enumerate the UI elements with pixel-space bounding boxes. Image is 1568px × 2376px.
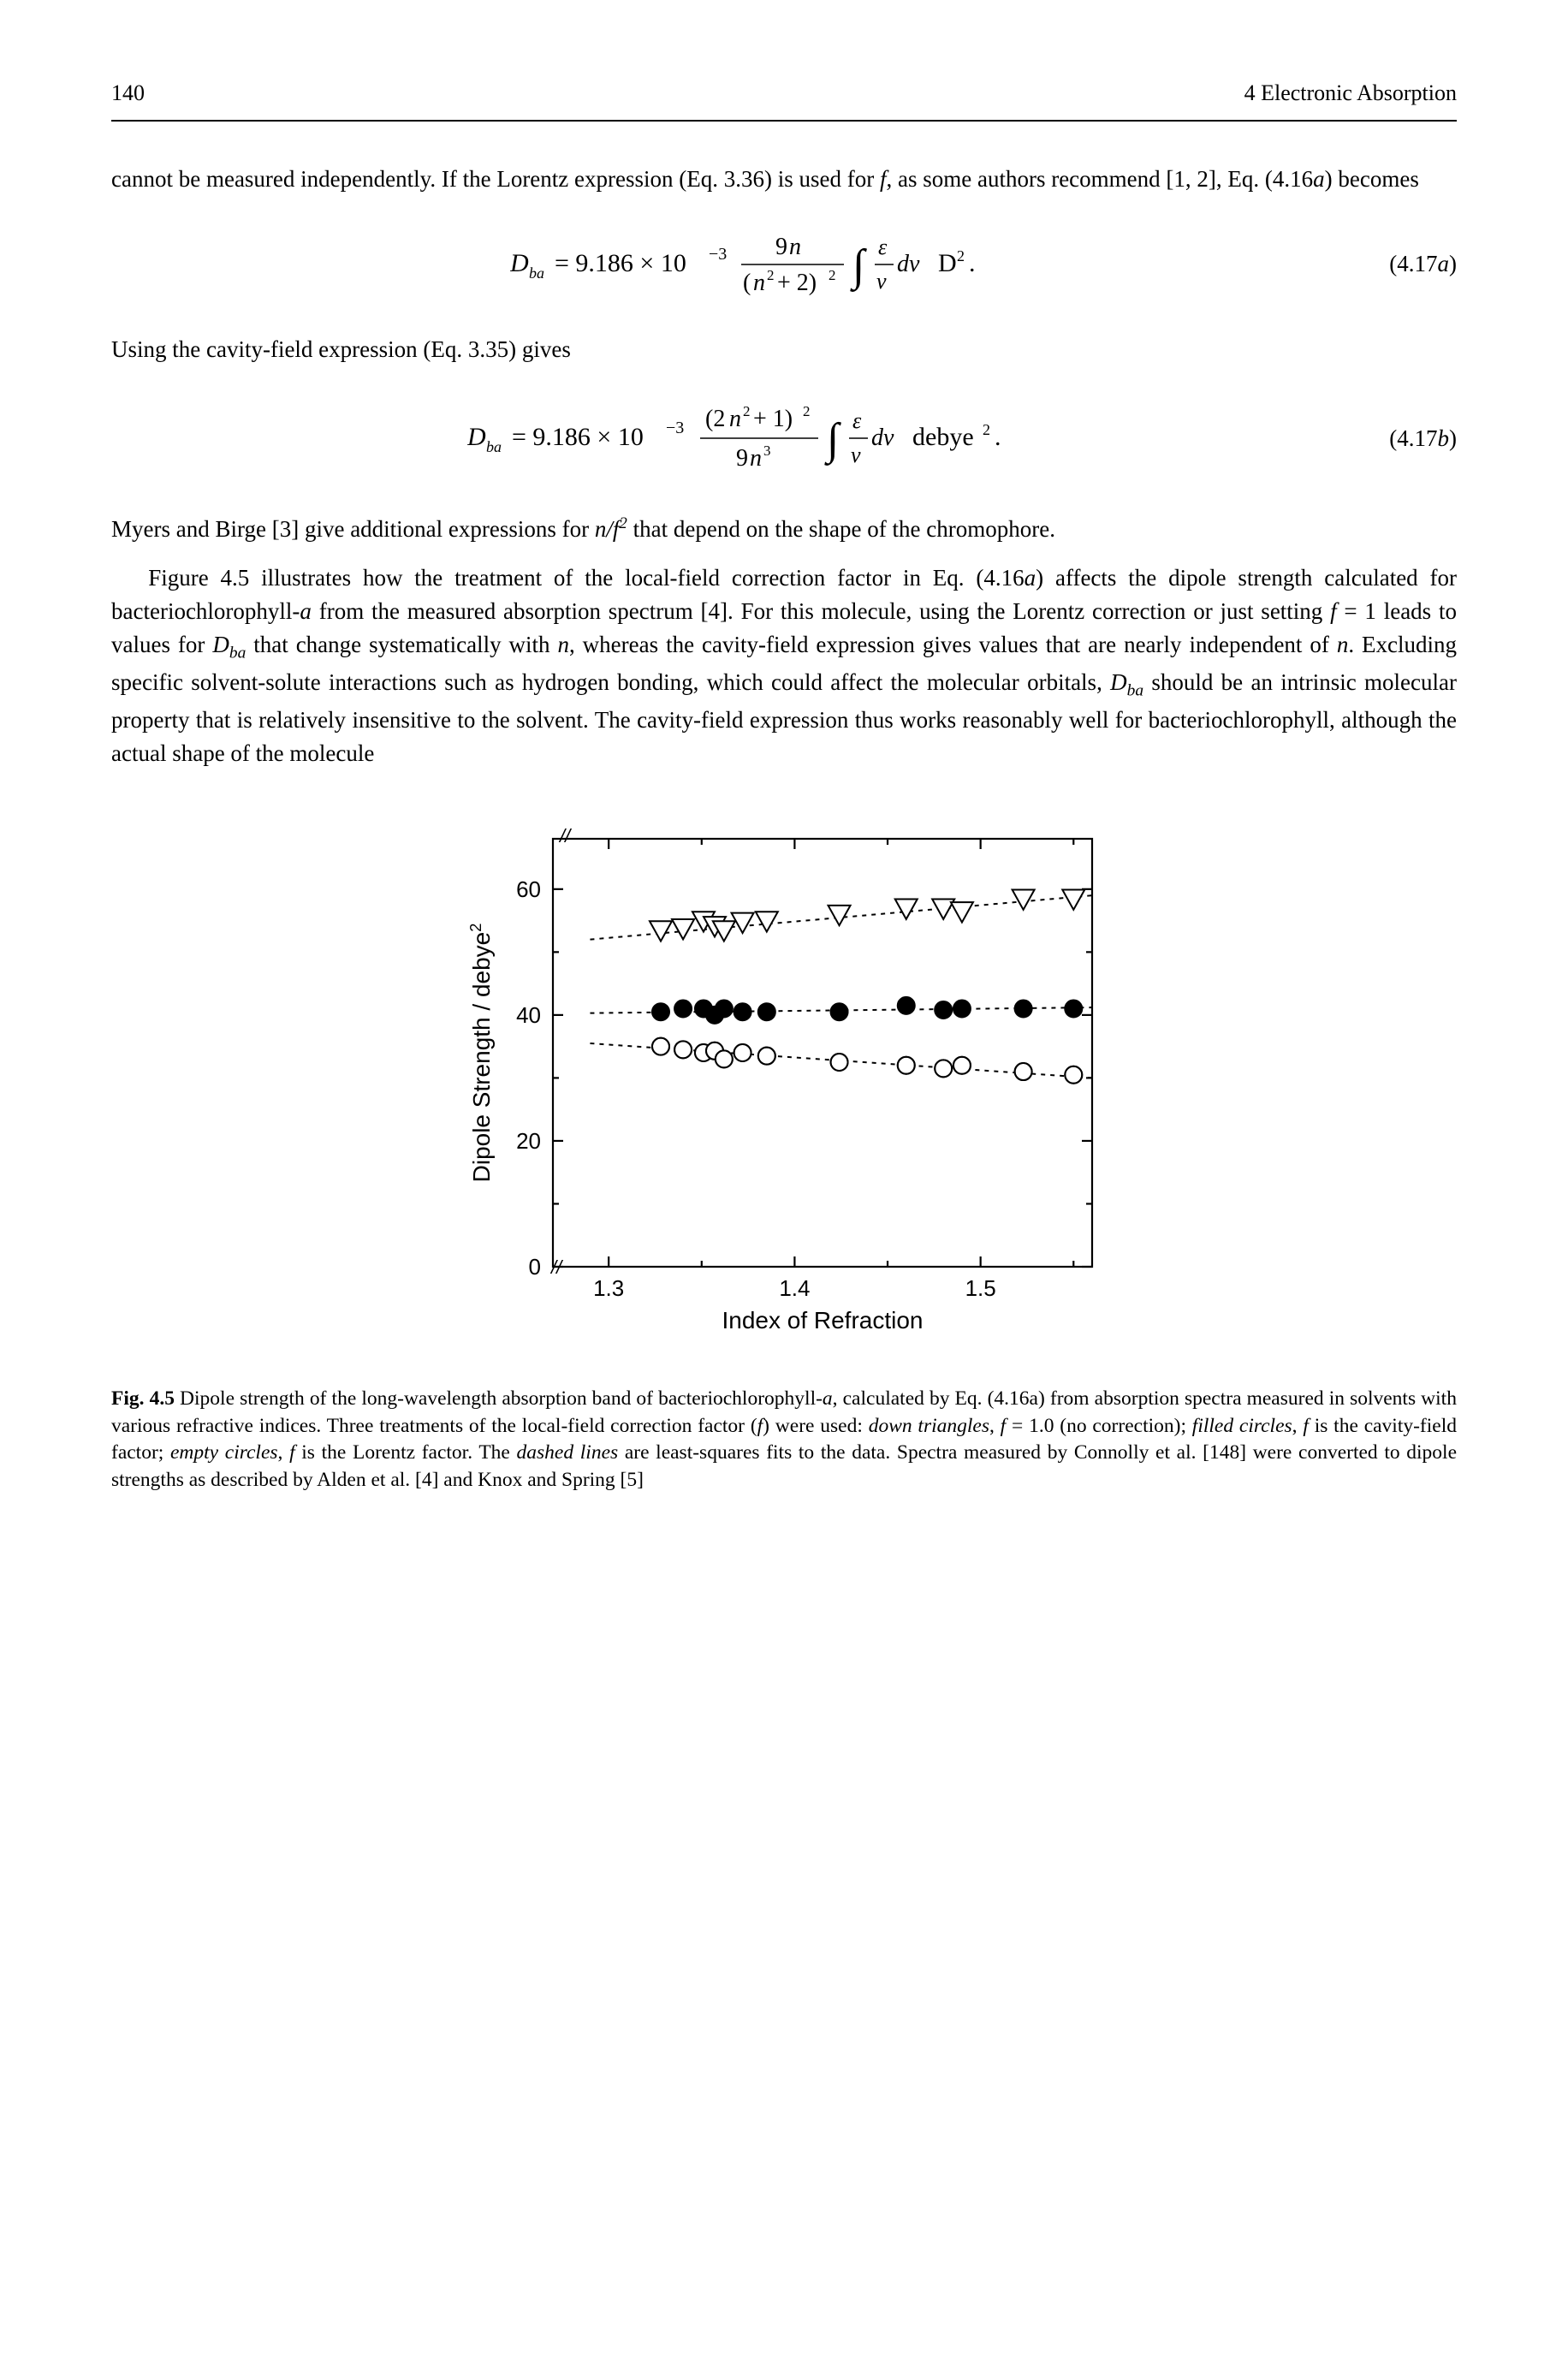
cap-text: , xyxy=(278,1441,290,1464)
cap-text: filled circles xyxy=(1192,1415,1292,1437)
cap-text: Dipole strength of the long-wavelength a… xyxy=(175,1387,823,1410)
svg-text:2: 2 xyxy=(743,403,751,419)
svg-text:ε: ε xyxy=(878,235,888,259)
text: ) becomes xyxy=(1325,166,1419,192)
var-a: a xyxy=(1313,166,1325,192)
text: that depend on the shape of the chromoph… xyxy=(627,516,1055,542)
text: , as some authors recommend [1, 2], Eq. … xyxy=(886,166,1313,192)
svg-text:+ 2): + 2) xyxy=(777,270,817,296)
svg-text:60: 60 xyxy=(516,876,541,902)
svg-text:1.3: 1.3 xyxy=(593,1275,624,1301)
text: from the measured absorption spectrum [4… xyxy=(312,598,1330,624)
svg-text:ν: ν xyxy=(876,269,887,294)
svg-text:(: ( xyxy=(743,270,751,296)
svg-text:ba: ba xyxy=(486,438,502,455)
cap-text: = 1.0 (no correction); xyxy=(1006,1415,1192,1437)
svg-text:.: . xyxy=(995,423,1001,451)
svg-text:2: 2 xyxy=(829,267,836,283)
svg-text:1.4: 1.4 xyxy=(779,1275,810,1301)
text: that change systematically with xyxy=(246,632,557,657)
chapter-label: 4 Electronic Absorption xyxy=(1244,77,1457,110)
var-nff2: n/f xyxy=(595,516,620,542)
svg-text:ba: ba xyxy=(529,264,544,282)
svg-text:n: n xyxy=(729,406,741,432)
text: Using the cavity-field expression (Eq. 3… xyxy=(111,336,571,362)
svg-text:ε: ε xyxy=(852,408,862,433)
svg-text:n: n xyxy=(789,234,801,260)
equation-number: (4.17b) xyxy=(1389,422,1457,455)
cap-text: ) were used: xyxy=(763,1415,869,1437)
caption-lead: Fig. 4.5 xyxy=(111,1387,175,1410)
svg-text:debye: debye xyxy=(912,423,974,451)
svg-text:Dipole Strength / debye2: Dipole Strength / debye2 xyxy=(467,923,495,1182)
text: Figure 4.5 illustrates how the treatment… xyxy=(148,565,1024,591)
svg-text:9: 9 xyxy=(775,234,787,260)
figure-caption: Fig. 4.5 Dipole strength of the long-wav… xyxy=(111,1386,1457,1494)
svg-text:2: 2 xyxy=(957,247,965,264)
svg-text:2: 2 xyxy=(803,403,811,419)
chart-svg: ////02040601.31.41.5Index of RefractionD… xyxy=(459,813,1109,1344)
text: , whereas the cavity-field expression gi… xyxy=(569,632,1337,657)
svg-text:n: n xyxy=(753,270,765,296)
cap-text: empty circles xyxy=(170,1441,278,1464)
svg-text:+ 1): + 1) xyxy=(753,406,793,432)
svg-text:0: 0 xyxy=(529,1254,541,1280)
svg-text:= 9.186 × 10: = 9.186 × 10 xyxy=(512,423,644,451)
svg-text:ν: ν xyxy=(851,443,861,467)
equation-svg: D ba = 9.186 × 10 −3 (2 n 2 + 1) 2 9 n 3… xyxy=(467,392,1101,486)
svg-text://: // xyxy=(558,825,572,846)
cap-text: , xyxy=(989,1415,1001,1437)
svg-text:D: D xyxy=(510,249,529,277)
svg-text:n: n xyxy=(750,445,762,472)
paragraph-4: Figure 4.5 illustrates how the treatment… xyxy=(111,561,1457,770)
paragraph-2: Using the cavity-field expression (Eq. 3… xyxy=(111,333,1457,366)
svg-text:2: 2 xyxy=(983,421,990,438)
text: cannot be measured independently. If the… xyxy=(111,166,880,192)
svg-text:.: . xyxy=(969,249,976,277)
svg-text:−3: −3 xyxy=(666,419,684,437)
svg-text:Index of Refraction: Index of Refraction xyxy=(722,1307,923,1334)
equation-4-17a: D ba = 9.186 × 10 −3 9 n ( n 2 + 2) 2 ∫ … xyxy=(111,222,1457,307)
svg-text:D: D xyxy=(938,249,957,277)
svg-text:40: 40 xyxy=(516,1002,541,1028)
equation-4-17b: D ba = 9.186 × 10 −3 (2 n 2 + 1) 2 9 n 3… xyxy=(111,392,1457,486)
cap-text: down triangles xyxy=(869,1415,989,1437)
svg-text:3: 3 xyxy=(763,443,771,459)
paragraph-1: cannot be measured independently. If the… xyxy=(111,163,1457,196)
svg-text:20: 20 xyxy=(516,1128,541,1154)
paragraph-3: Myers and Birge [3] give additional expr… xyxy=(111,512,1457,546)
svg-text:1.5: 1.5 xyxy=(965,1275,996,1301)
equation-number: (4.17a) xyxy=(1389,247,1457,281)
cap-text: is the Lorentz factor. The xyxy=(295,1441,517,1464)
svg-text:dv: dv xyxy=(871,425,894,451)
page-number: 140 xyxy=(111,77,145,110)
svg-text:∫: ∫ xyxy=(850,241,867,292)
svg-text:2: 2 xyxy=(767,267,775,283)
svg-text:−3: −3 xyxy=(709,245,727,264)
svg-text:= 9.186 × 10: = 9.186 × 10 xyxy=(555,249,686,277)
text: Myers and Birge [3] give additional expr… xyxy=(111,516,595,542)
page-header: 140 4 Electronic Absorption xyxy=(111,77,1457,110)
header-rule xyxy=(111,120,1457,122)
svg-text:(2: (2 xyxy=(705,406,725,432)
svg-text:D: D xyxy=(467,423,486,451)
svg-text:dv: dv xyxy=(897,251,920,277)
figure-4-5: ////02040601.31.41.5Index of RefractionD… xyxy=(111,813,1457,1353)
cap-text: , xyxy=(1292,1415,1304,1437)
cap-text: dashed lines xyxy=(517,1441,619,1464)
svg-text:9: 9 xyxy=(736,445,748,472)
equation-svg: D ba = 9.186 × 10 −3 9 n ( n 2 + 2) 2 ∫ … xyxy=(510,222,1058,307)
svg-text:∫: ∫ xyxy=(824,415,841,466)
